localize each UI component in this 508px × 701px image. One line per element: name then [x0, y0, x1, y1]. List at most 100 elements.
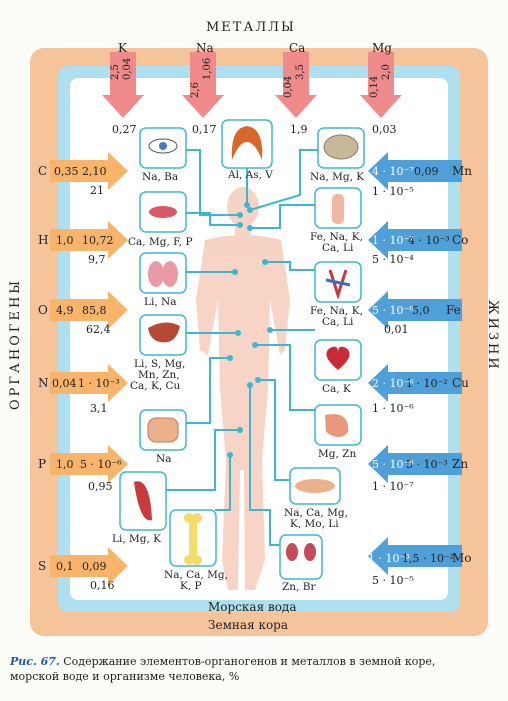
- organogen-o-sea: 85,8: [82, 304, 107, 317]
- trace-mn-sea: 4 · 10⁻⁷: [372, 165, 414, 178]
- metal-na-sea: 1,06: [202, 57, 213, 80]
- bone-label: Na, Ca, Mg,: [164, 569, 228, 581]
- hair-icon: [231, 126, 263, 160]
- trace-fe-body: 0,01: [384, 323, 409, 336]
- trace-mo-sea: 1 · 10⁻³: [368, 552, 410, 565]
- metal-mg-sea: 2,0: [381, 64, 392, 80]
- metal-k-crust: 2,5: [110, 64, 121, 80]
- arrow-n: [50, 364, 128, 402]
- intestine-icon: [147, 417, 179, 443]
- trace-zn-sea: 5 · 10⁻⁶: [372, 458, 414, 471]
- arrow-zn: [368, 445, 462, 483]
- trace-zn-crust: 5 · 10⁻³: [406, 458, 448, 471]
- trace-cu-sea: 2 · 10⁻⁶: [372, 377, 414, 390]
- lips-icon: [149, 206, 177, 218]
- metal-arrows: [102, 52, 402, 118]
- trace-mo-symbol: Mo: [452, 551, 472, 565]
- arrow-na: [182, 52, 224, 118]
- arrow-fe: [368, 291, 462, 329]
- organogen-p-sea: 5 · 10⁻⁶: [80, 458, 122, 471]
- brain-icon: [323, 134, 359, 160]
- metal-ca-sea: 3,5: [295, 64, 306, 80]
- arrow-mn: [368, 152, 462, 190]
- muscle-icon: [134, 481, 152, 521]
- metal-k-sea: 0,04: [122, 57, 133, 80]
- earth-crust-label: Земная кора: [208, 618, 289, 632]
- eye-label: Na, Ba: [142, 171, 179, 183]
- metals-header: МЕТАЛЛЫ: [206, 20, 296, 35]
- heart-label: Ca, K: [322, 383, 351, 395]
- lungs-label: Li, Na: [144, 296, 177, 308]
- organogen-h-sea: 10,72: [82, 234, 114, 247]
- liver-icon: [148, 322, 180, 343]
- arrow-cu: [368, 364, 462, 402]
- trace-mo-body: 5 · 10⁻⁵: [372, 574, 414, 587]
- metal-k-symbol: K: [118, 41, 127, 55]
- eye-icon: [148, 138, 178, 154]
- metal-ca-crust: 0,04: [283, 75, 294, 98]
- larynx-label: Fe, Na, K,: [310, 231, 363, 243]
- trace-co-crust: 4 · 10⁻³: [408, 234, 450, 247]
- brain-label: Na, Mg, K: [310, 171, 365, 183]
- stomach-label: Mg, Zn: [318, 448, 357, 460]
- organogen-o-crust: 4,9: [56, 304, 74, 317]
- sea-water-label: Морская вода: [208, 600, 297, 614]
- trace-fe-symbol: Fe: [446, 303, 461, 317]
- figure-caption: Рис. 67. Содержание элементов-органогено…: [10, 654, 498, 684]
- organogen-p-body: 0,95: [88, 480, 113, 493]
- arrow-k: [102, 52, 144, 118]
- trace-zn-symbol: Zn: [452, 457, 469, 471]
- organogen-p-symbol: P: [38, 457, 47, 471]
- connection-lines: [165, 149, 318, 546]
- arrow-c: [50, 152, 128, 190]
- liver-label-3: Ca, K, Cu: [130, 380, 181, 392]
- organogen-n-symbol: N: [38, 376, 49, 390]
- human-body-silhouette: [196, 187, 290, 590]
- arrow-mg: [360, 52, 402, 118]
- trace-mo-crust: 1,5 · 10⁻²: [402, 552, 455, 565]
- larynx-label-2: Ca, Li: [322, 242, 354, 254]
- organogen-s-symbol: S: [38, 559, 47, 573]
- metal-mg-body: 0,03: [372, 123, 397, 136]
- trace-co-symbol: Co: [452, 233, 469, 247]
- trace-cu-crust: 1 · 10⁻²: [406, 377, 448, 390]
- arrow-h: [50, 221, 128, 259]
- trace-arrows: [368, 152, 462, 575]
- metal-k-body: 0,27: [112, 123, 137, 136]
- trace-fe-sea: 5 · 10⁻⁶: [372, 304, 414, 317]
- metal-na-crust: 2,6: [190, 82, 201, 98]
- pancreas-icon: [295, 479, 335, 493]
- organogen-s-sea: 0,09: [82, 560, 107, 573]
- pancreas-label-2: K, Mo, Li: [290, 518, 339, 530]
- stomach-icon: [325, 414, 349, 437]
- larynx-icon: [332, 194, 344, 224]
- trace-mn-crust: 0,09: [414, 165, 439, 178]
- organogen-n-crust: 0,04: [52, 377, 77, 390]
- organogen-p-crust: 1,0: [56, 458, 74, 471]
- metal-na-symbol: Na: [196, 41, 214, 55]
- arrow-mo: [368, 537, 462, 575]
- bone-icon: [184, 513, 202, 565]
- kidney-icon: [286, 543, 316, 561]
- organogen-s-crust: 0,1: [56, 560, 74, 573]
- trace-co-body: 5 · 10⁻⁴: [372, 253, 414, 266]
- vessels-label: Fe, Na, K,: [310, 305, 363, 317]
- arrow-s: [50, 547, 128, 585]
- organogen-h-crust: 1,0: [56, 234, 74, 247]
- trace-mn-symbol: Mn: [452, 164, 473, 178]
- heart-icon: [326, 346, 350, 370]
- arrow-co: [368, 221, 462, 259]
- liver-label: Li, S, Mg,: [134, 358, 186, 370]
- metal-mg-symbol: Mg: [372, 41, 392, 55]
- organogen-o-body: 62,4: [86, 323, 111, 336]
- liver-label-2: Mn, Zn,: [138, 369, 180, 381]
- hair-label: Al, As, V: [228, 169, 273, 181]
- intestine-label: Na: [156, 453, 172, 465]
- muscle-label: Li, Mg, K: [112, 533, 161, 545]
- organogen-s-body: 0,16: [90, 579, 115, 592]
- caption-text-2: морской воде и организме человека, %: [10, 670, 240, 683]
- lungs-icon: [148, 261, 178, 287]
- caption-text: Содержание элементов-органогенов и метал…: [63, 655, 436, 668]
